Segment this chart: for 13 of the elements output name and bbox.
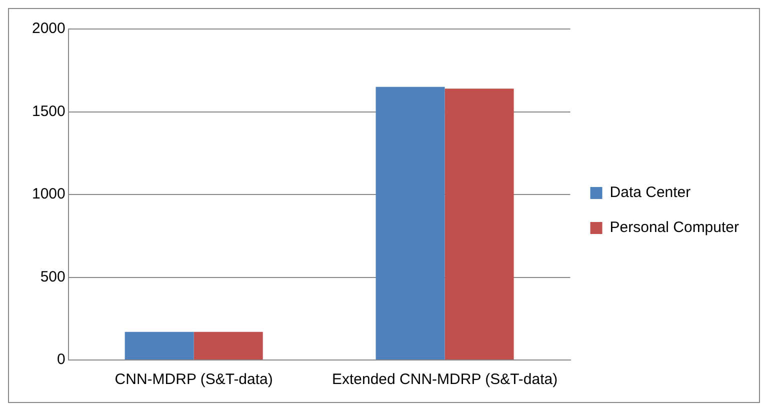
bar	[376, 86, 445, 360]
y-tick-label: 1500	[32, 102, 66, 120]
y-tick-label: 2000	[32, 20, 66, 38]
y-tick-label: 0	[57, 351, 66, 368]
bar	[194, 332, 263, 360]
y-tick-label: 500	[40, 268, 66, 286]
x-tick-label: CNN-MDRP (S&T-data)	[114, 371, 273, 388]
y-tick-label: 1000	[32, 186, 66, 203]
bar	[444, 88, 514, 360]
bar	[124, 332, 194, 360]
x-tick-label: Extended CNN-MDRP (S&T-data)	[332, 371, 558, 388]
legend-label: Personal Computer	[610, 219, 740, 236]
legend-label: Data Center	[610, 184, 691, 202]
